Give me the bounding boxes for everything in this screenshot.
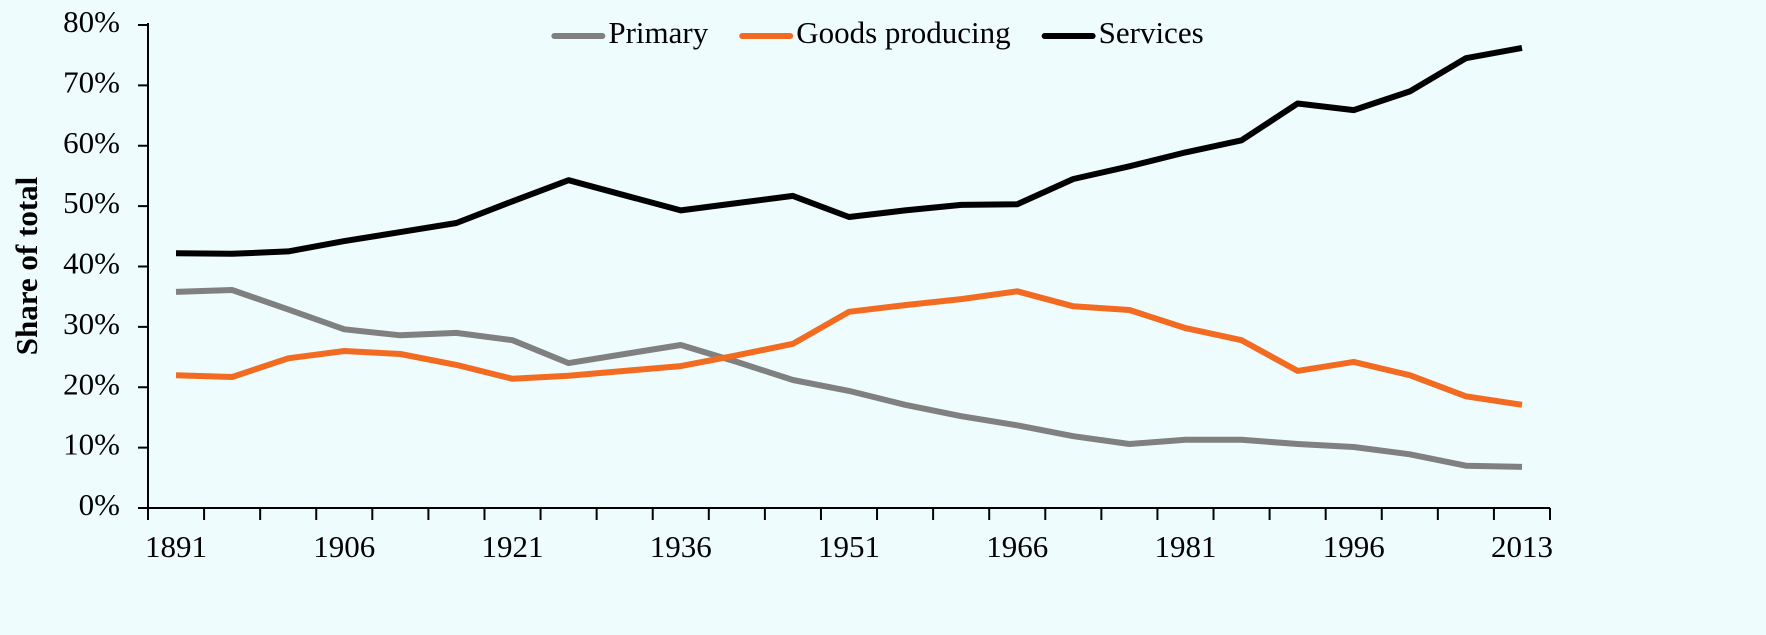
y-tick-label: 40% [63, 246, 120, 281]
y-axis-title: Share of total [9, 176, 44, 355]
y-tick-label: 50% [63, 185, 120, 220]
y-tick-label: 60% [63, 125, 120, 160]
x-tick-label: 1996 [1323, 529, 1385, 564]
y-tick-label: 0% [79, 487, 120, 522]
legend-label: Goods producing [796, 15, 1010, 50]
y-tick-label: 30% [63, 306, 120, 341]
x-tick-label: 1951 [818, 529, 880, 564]
series-line [175, 288, 1523, 408]
y-tick-label: 20% [63, 366, 120, 401]
x-tick-label: 1966 [986, 529, 1048, 564]
legend-label: Primary [608, 15, 708, 50]
legend-label: Services [1099, 15, 1204, 50]
y-tick-label: 10% [63, 427, 120, 462]
x-tick-label: 2013 [1491, 529, 1553, 564]
y-tick-label: 70% [63, 64, 120, 99]
series-line [175, 44, 1523, 257]
x-tick-label: 1906 [313, 529, 375, 564]
x-tick-label: 1891 [145, 529, 207, 564]
series-line [175, 287, 1523, 470]
x-tick-label: 1981 [1154, 529, 1216, 564]
x-tick-label: 1936 [650, 529, 712, 564]
x-tick-label: 1921 [482, 529, 544, 564]
y-tick-label: 80% [63, 4, 120, 39]
